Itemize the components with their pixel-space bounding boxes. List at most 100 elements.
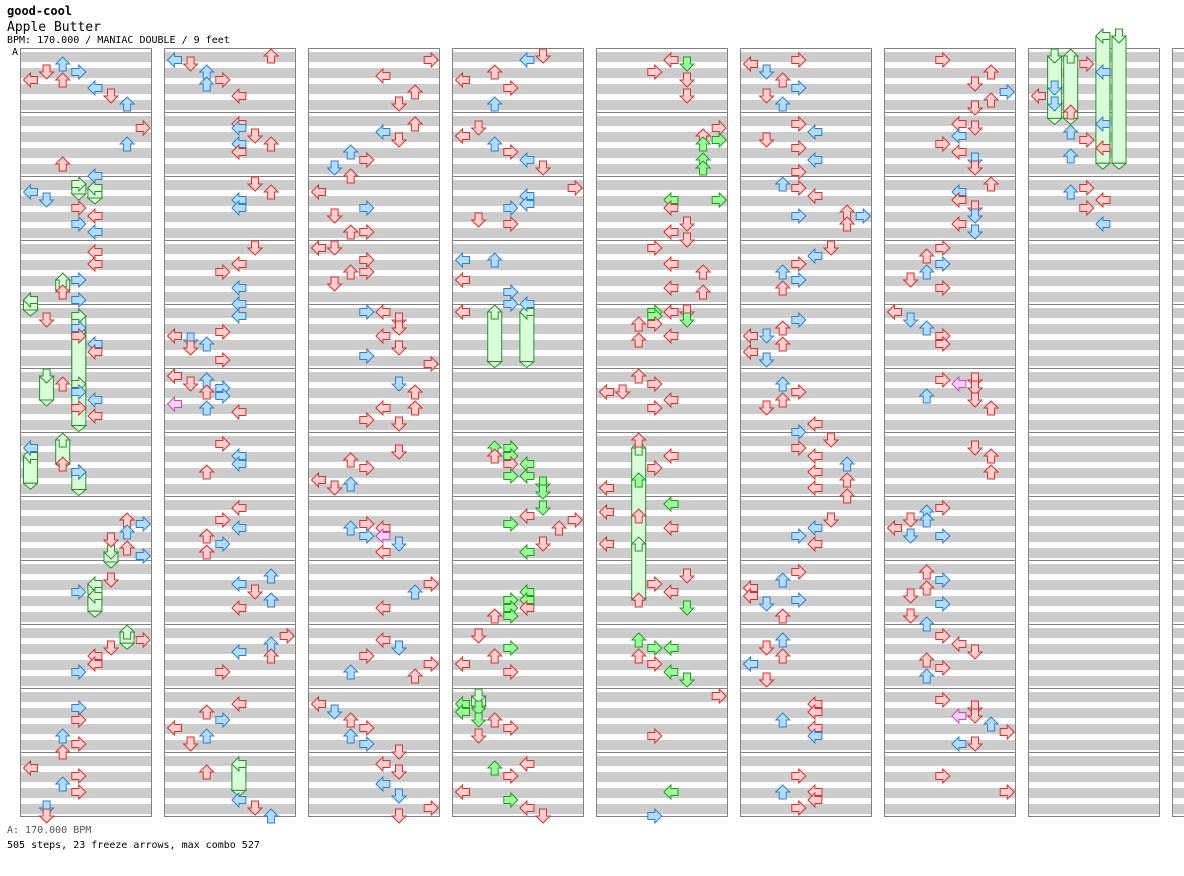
step-arrow bbox=[774, 336, 791, 352]
step-arrow bbox=[663, 583, 679, 601]
beat-band bbox=[884, 196, 1016, 206]
step-arrow bbox=[342, 452, 359, 468]
beat-band bbox=[1028, 260, 1160, 270]
beat-band bbox=[1028, 132, 1160, 142]
beat-band bbox=[308, 580, 440, 590]
beat-band bbox=[740, 724, 872, 734]
step-arrow bbox=[935, 595, 951, 613]
step-arrow bbox=[486, 608, 503, 624]
beat-band bbox=[740, 500, 872, 510]
beat-band bbox=[308, 420, 440, 430]
freeze-arrow-tail bbox=[1094, 162, 1112, 170]
beat-band bbox=[1028, 804, 1160, 814]
beat-band bbox=[164, 244, 296, 254]
beat-band bbox=[452, 212, 584, 222]
step-arrow bbox=[694, 264, 712, 280]
beat-band bbox=[452, 372, 584, 382]
step-arrow bbox=[935, 51, 951, 69]
beat-band bbox=[1172, 340, 1184, 350]
beat-band bbox=[308, 260, 440, 270]
step-arrow bbox=[519, 543, 535, 561]
step-arrow bbox=[742, 655, 758, 673]
freeze-arrow-head bbox=[38, 368, 55, 384]
beat-band bbox=[596, 116, 728, 126]
beat-band bbox=[308, 516, 440, 526]
step-arrow bbox=[935, 627, 951, 645]
beat-band bbox=[740, 772, 872, 782]
step-arrow bbox=[231, 403, 247, 421]
beat-band bbox=[740, 340, 872, 350]
beat-band bbox=[20, 516, 152, 526]
step-arrow bbox=[470, 700, 487, 716]
step-arrow bbox=[359, 735, 375, 753]
beat-band bbox=[308, 324, 440, 334]
beat-band bbox=[1172, 644, 1184, 654]
beat-band bbox=[740, 244, 872, 254]
freeze-arrow-tail bbox=[1110, 162, 1128, 170]
beat-band bbox=[740, 564, 872, 574]
step-arrow bbox=[454, 251, 470, 269]
step-arrow bbox=[774, 712, 791, 728]
step-arrow bbox=[791, 207, 807, 225]
step-arrow bbox=[519, 295, 535, 313]
beat-band bbox=[884, 516, 1016, 526]
beat-band bbox=[1172, 372, 1184, 382]
beat-band bbox=[164, 468, 296, 478]
step-arrow bbox=[503, 467, 519, 485]
step-arrow bbox=[454, 127, 470, 145]
beat-band bbox=[1028, 468, 1160, 478]
step-arrow bbox=[454, 655, 470, 673]
beat-band bbox=[308, 308, 440, 318]
beat-band bbox=[20, 100, 152, 110]
step-arrow bbox=[550, 520, 568, 536]
beat-band bbox=[20, 740, 152, 750]
step-arrow bbox=[1046, 80, 1063, 96]
beat-band bbox=[596, 68, 728, 78]
step-arrow bbox=[791, 271, 807, 289]
step-arrow bbox=[198, 384, 215, 400]
beat-band bbox=[452, 660, 584, 670]
beat-band bbox=[740, 132, 872, 142]
step-arrow bbox=[951, 635, 967, 653]
step-arrow bbox=[503, 791, 519, 809]
step-arrow bbox=[182, 340, 199, 356]
step-arrow bbox=[503, 607, 519, 625]
step-arrow bbox=[22, 439, 38, 457]
step-arrow bbox=[663, 783, 679, 801]
step-arrow bbox=[678, 216, 696, 232]
step-arrow bbox=[838, 216, 856, 232]
step-arrow bbox=[390, 416, 408, 432]
step-arrow bbox=[982, 716, 1000, 732]
freeze-arrow bbox=[631, 447, 647, 548]
step-arrow bbox=[375, 303, 391, 321]
step-arrow bbox=[406, 668, 424, 684]
step-arrow bbox=[519, 195, 535, 213]
step-arrow bbox=[598, 503, 614, 521]
step-arrow bbox=[791, 799, 807, 817]
step-arrow bbox=[118, 136, 136, 152]
beat-band bbox=[164, 116, 296, 126]
step-arrow bbox=[758, 400, 775, 416]
beat-band bbox=[740, 116, 872, 126]
step-arrow bbox=[663, 663, 679, 681]
step-arrow bbox=[647, 655, 663, 673]
step-arrow bbox=[135, 119, 151, 137]
step-arrow bbox=[390, 808, 408, 824]
beat-band bbox=[596, 260, 728, 270]
beat-band bbox=[164, 52, 296, 62]
step-arrow bbox=[663, 519, 679, 537]
step-arrow bbox=[375, 755, 391, 773]
beat-band bbox=[20, 692, 152, 702]
step-arrow bbox=[71, 663, 87, 681]
step-arrow bbox=[774, 72, 791, 88]
step-arrow bbox=[807, 415, 823, 433]
step-arrow bbox=[486, 64, 503, 80]
step-arrow bbox=[663, 327, 679, 345]
step-arrow bbox=[774, 96, 791, 112]
step-arrow bbox=[807, 447, 823, 465]
step-arrow bbox=[966, 120, 984, 136]
beat-band bbox=[740, 628, 872, 638]
beat-band bbox=[452, 228, 584, 238]
beat-band bbox=[884, 260, 1016, 270]
